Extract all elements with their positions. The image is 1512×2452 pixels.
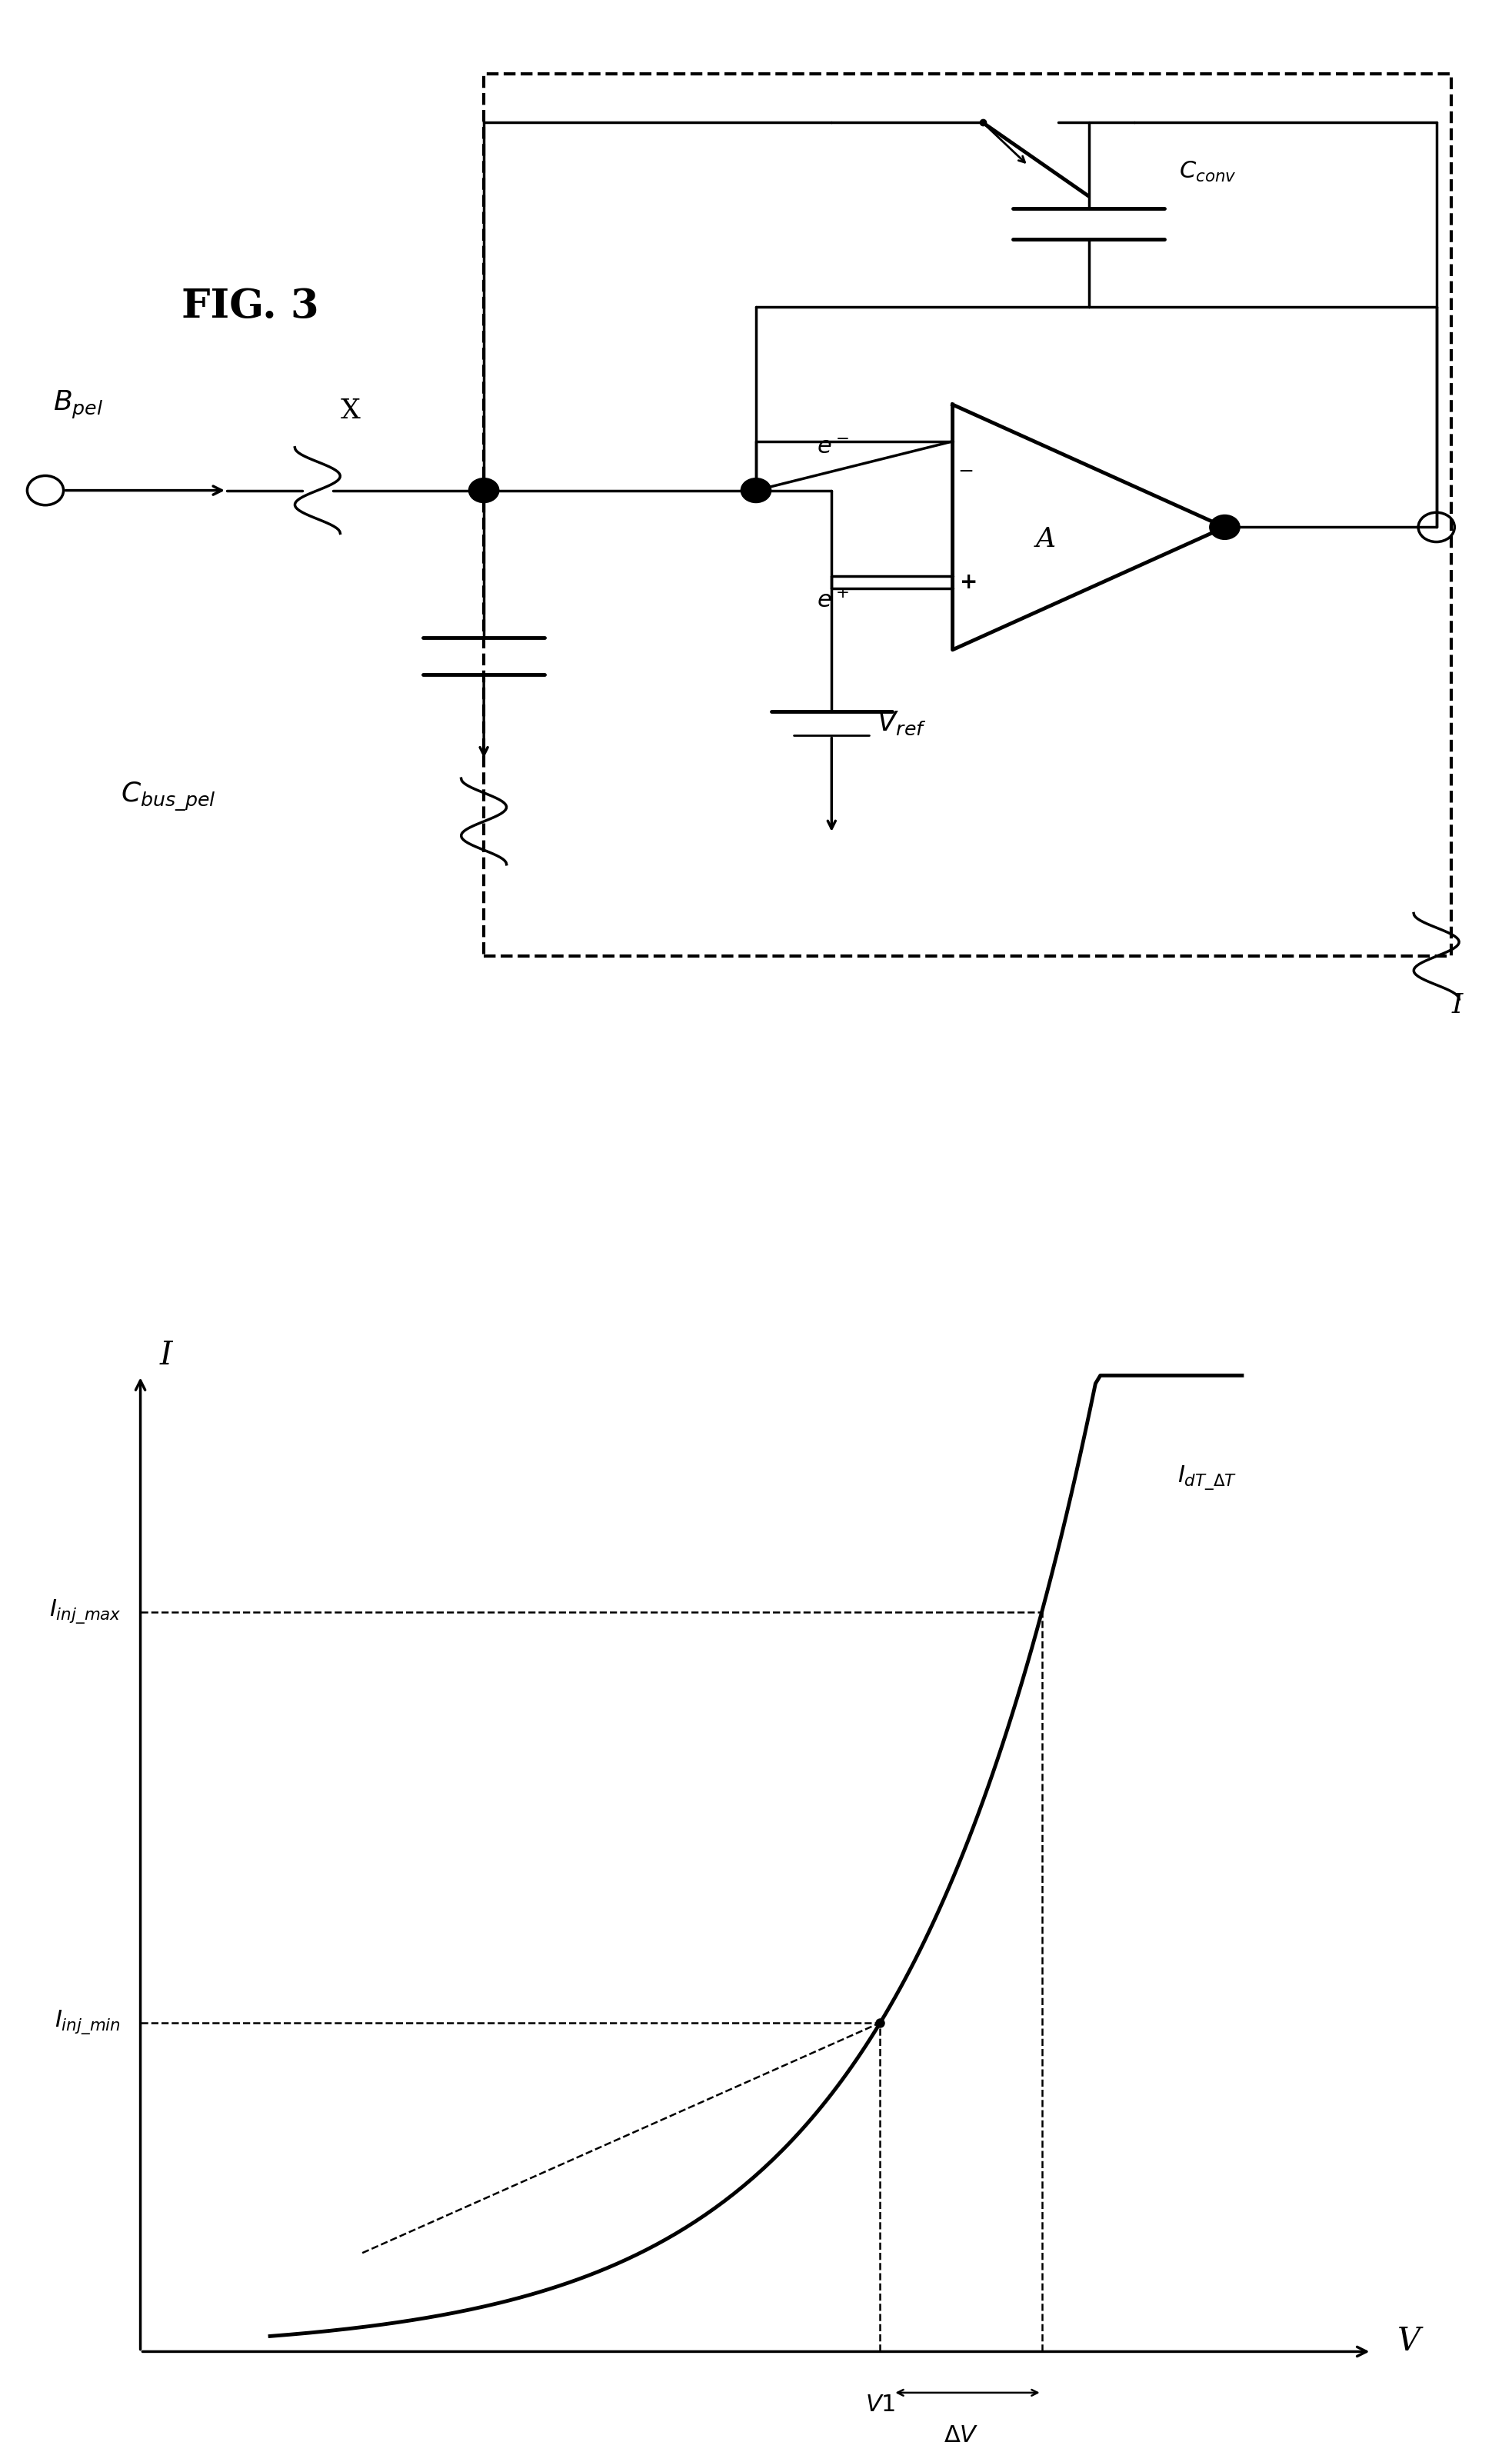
Text: $C_{bus\_pel}$: $C_{bus\_pel}$ <box>121 780 216 814</box>
Text: A: A <box>1036 527 1055 552</box>
Text: $V1$: $V1$ <box>865 2393 895 2418</box>
Circle shape <box>741 478 771 503</box>
Text: $B_{pel}$: $B_{pel}$ <box>53 390 103 419</box>
Text: $e^-$: $e^-$ <box>816 436 848 459</box>
Text: I: I <box>1452 993 1462 1018</box>
Text: +: + <box>960 571 978 593</box>
Text: $V_{ref}$: $V_{ref}$ <box>877 709 927 738</box>
Text: V: V <box>1397 2324 1421 2356</box>
Circle shape <box>469 478 499 503</box>
Text: $e^+$: $e^+$ <box>816 588 848 613</box>
Text: $C_{conv}$: $C_{conv}$ <box>1179 159 1237 184</box>
Text: $I_{dT\_\Delta T}$: $I_{dT\_\Delta T}$ <box>1178 1464 1237 1493</box>
Text: $I_{inj\_max}$: $I_{inj\_max}$ <box>48 1599 121 1626</box>
Circle shape <box>1210 515 1240 539</box>
Text: I: I <box>160 1339 172 1371</box>
Text: ─: ─ <box>960 463 972 481</box>
Text: FIG. 3: FIG. 3 <box>181 287 319 326</box>
Text: $I_{inj\_min}$: $I_{inj\_min}$ <box>54 2008 121 2038</box>
Text: $\Delta V$: $\Delta V$ <box>943 2423 978 2447</box>
Text: X: X <box>340 397 360 424</box>
